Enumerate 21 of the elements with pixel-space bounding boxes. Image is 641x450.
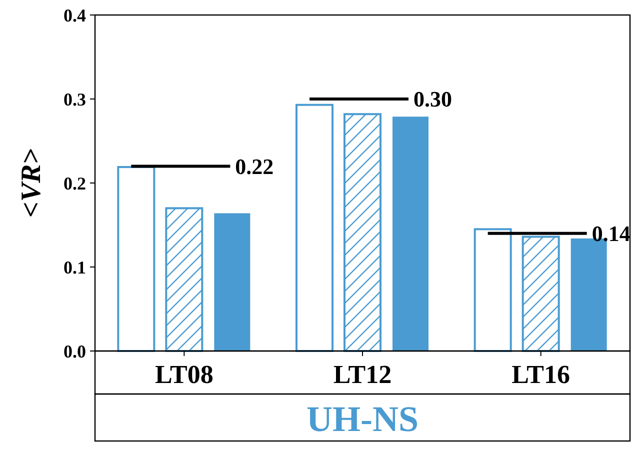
bar [522, 236, 560, 352]
x-tick-label: LT12 [333, 360, 392, 389]
x-axis-title: UH-NS [306, 399, 419, 439]
bar [296, 104, 334, 352]
y-tick-label: 0.3 [64, 89, 86, 110]
bar [117, 166, 156, 352]
y-tick-label: 0.0 [64, 341, 86, 362]
ref-line-label: 0.14 [592, 221, 630, 246]
ref-line-label: 0.30 [414, 86, 452, 112]
x-tick-label: LT08 [155, 360, 214, 389]
y-tick-label: 0.1 [64, 257, 86, 278]
x-tick-label: LT16 [512, 360, 570, 389]
ref-line-label: 0.22 [235, 154, 274, 179]
bar [392, 116, 428, 351]
bar [214, 213, 250, 351]
y-tick-label: 0.4 [64, 5, 86, 26]
y-axis-title: <VR> [16, 148, 47, 218]
y-tick-label: 0.2 [64, 173, 86, 194]
bar [344, 113, 382, 352]
bar [165, 207, 204, 352]
bar [474, 228, 512, 352]
